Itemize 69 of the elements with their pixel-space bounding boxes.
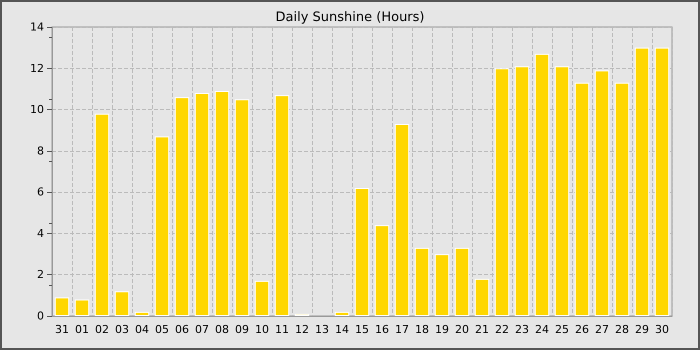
bar [474, 278, 490, 316]
x-tick-label: 03 [115, 323, 129, 336]
x-tick-label: 26 [575, 323, 589, 336]
bar [514, 66, 530, 316]
bar [354, 188, 370, 316]
x-tick-label: 27 [595, 323, 609, 336]
bar [214, 90, 230, 316]
bar [534, 54, 550, 316]
x-tick-label: 04 [135, 323, 149, 336]
x-tick-label: 13 [315, 323, 329, 336]
x-tick-label: 30 [655, 323, 669, 336]
bar [494, 68, 510, 316]
chart-title: Daily Sunshine (Hours) [276, 10, 424, 25]
x-tick-label: 06 [175, 323, 189, 336]
bar [414, 248, 430, 316]
bar [74, 299, 90, 316]
x-tick-label: 10 [255, 323, 269, 336]
bar [394, 124, 410, 316]
bar [654, 48, 670, 316]
x-tick-label: 09 [235, 323, 249, 336]
y-tick-label: 2 [37, 268, 44, 282]
x-tick-label: 31 [55, 323, 69, 336]
bar [454, 248, 470, 316]
bar [174, 97, 190, 316]
x-tick-label: 20 [455, 323, 469, 336]
x-tick-label: 02 [95, 323, 109, 336]
x-tick-label: 25 [555, 323, 569, 336]
bar [374, 225, 390, 316]
x-tick-label: 21 [475, 323, 489, 336]
bar [614, 82, 630, 316]
bar [554, 66, 570, 316]
bar [54, 297, 70, 316]
x-tick-label: 28 [615, 323, 629, 336]
x-tick-label: 16 [375, 323, 389, 336]
bar [114, 291, 130, 316]
bar [194, 93, 210, 316]
x-tick-label: 29 [635, 323, 649, 336]
y-tick-label: 0 [37, 310, 44, 322]
bar [134, 312, 150, 316]
x-tick-label: 05 [155, 323, 169, 336]
x-tick-label: 23 [515, 323, 529, 336]
y-tick-label: 10 [30, 103, 44, 116]
y-tick-label: 12 [30, 62, 44, 75]
bar [634, 48, 650, 316]
x-tick-label: 22 [495, 323, 509, 336]
y-tick-label: 4 [37, 226, 44, 240]
bar [594, 70, 610, 316]
bar [254, 280, 270, 316]
bar [274, 95, 290, 316]
x-tick-label: 17 [395, 323, 409, 336]
x-tick-label: 24 [535, 323, 549, 336]
bar [94, 114, 110, 316]
x-tick-label: 08 [215, 323, 229, 336]
bar [234, 99, 250, 316]
y-tick-label: 8 [37, 144, 44, 158]
bar [154, 136, 170, 316]
x-tick-label: 15 [355, 323, 369, 336]
bar [334, 312, 350, 316]
y-tick-label: 6 [37, 186, 44, 199]
x-tick-label: 19 [435, 323, 449, 336]
x-tick-label: 12 [295, 323, 309, 336]
x-tick-label: 18 [415, 323, 429, 336]
y-tick-label: 14 [30, 20, 44, 34]
bar [434, 254, 450, 316]
x-tick-label: 01 [75, 323, 89, 336]
bar [574, 82, 590, 316]
x-tick-label: 11 [275, 323, 289, 336]
x-tick-label: 07 [195, 323, 209, 336]
x-tick-label: 14 [335, 323, 349, 336]
